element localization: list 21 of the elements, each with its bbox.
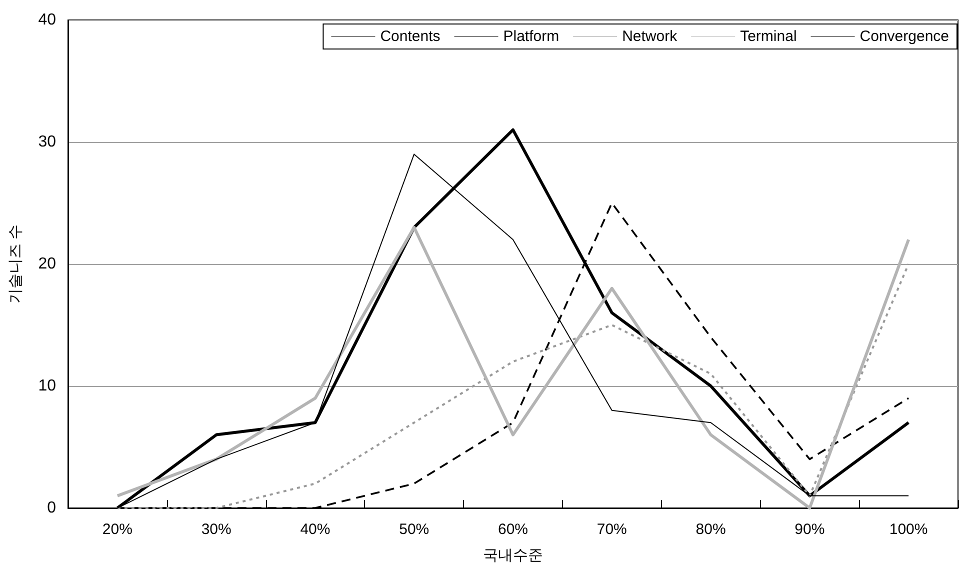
x-tick-label: 90% [794,521,825,538]
x-tick-label: 50% [399,521,430,538]
legend-label: Terminal [740,28,797,45]
x-axis-title: 국내수준 [483,547,543,564]
y-tick-label: 40 [38,12,56,28]
x-tick-label: 60% [498,521,528,538]
legend-label: Network [622,28,678,45]
x-tick-label: 100% [889,521,928,538]
y-tick-label: 0 [47,500,56,516]
legend-label: Contents [380,28,440,45]
legend-label: Convergence [860,28,950,45]
y-tick-label: 20 [38,256,56,272]
x-tick-label: 30% [201,521,232,538]
y-tick-label: 10 [38,378,56,394]
legend-label: Platform [503,28,560,45]
x-tick-label: 40% [300,521,330,538]
y-axis-title: 기술니즈 수 [7,224,24,304]
x-tick-label: 70% [596,521,627,538]
x-tick-label: 20% [102,521,132,538]
x-tick-label: 80% [696,521,726,538]
y-tick-label: 30 [38,134,56,150]
